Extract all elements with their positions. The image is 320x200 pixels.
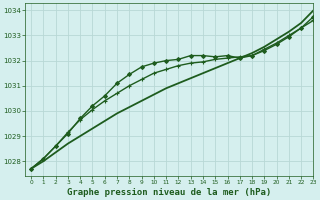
- X-axis label: Graphe pression niveau de la mer (hPa): Graphe pression niveau de la mer (hPa): [67, 188, 271, 197]
